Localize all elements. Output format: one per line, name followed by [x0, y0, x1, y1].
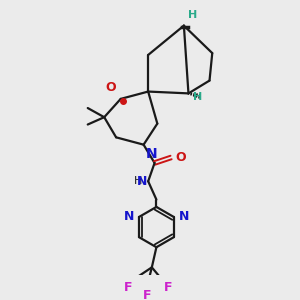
Text: N: N [137, 175, 147, 188]
Text: F: F [143, 289, 152, 300]
Text: H: H [188, 10, 197, 20]
Text: H: H [193, 92, 202, 102]
Text: H: H [134, 176, 143, 186]
Text: N: N [124, 211, 134, 224]
Text: N: N [178, 211, 189, 224]
Text: O: O [106, 81, 116, 94]
Text: O: O [176, 151, 186, 164]
Text: F: F [164, 281, 172, 294]
Text: N: N [146, 147, 157, 161]
Text: F: F [124, 281, 133, 294]
